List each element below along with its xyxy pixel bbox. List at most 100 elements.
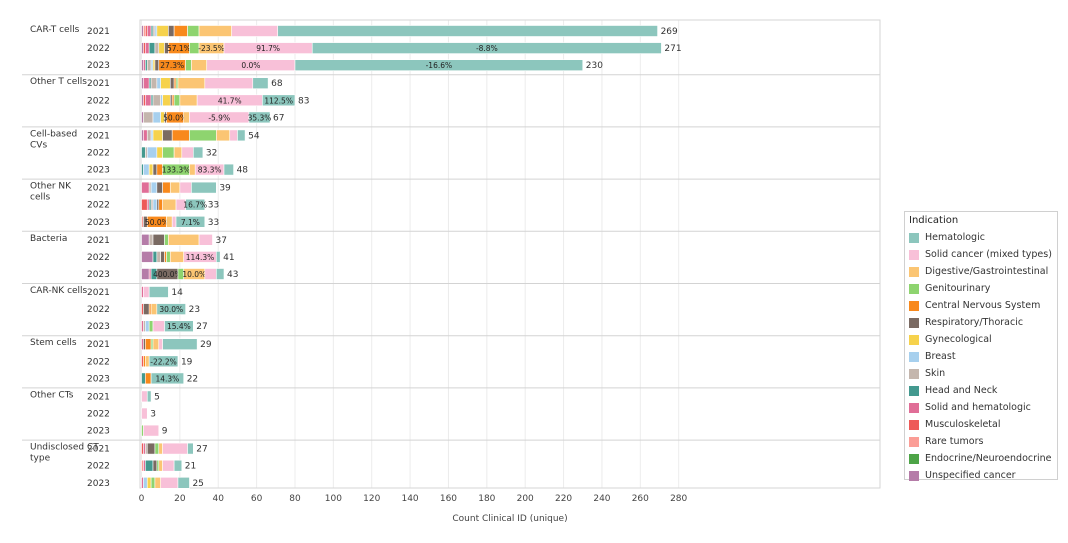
bar-segment[interactable] bbox=[181, 146, 194, 159]
bar-segment[interactable] bbox=[160, 251, 165, 263]
bar-segment[interactable] bbox=[191, 181, 217, 194]
bar-segment[interactable] bbox=[156, 181, 163, 194]
bar-segment[interactable] bbox=[191, 59, 208, 72]
bar-segment[interactable] bbox=[150, 181, 158, 194]
bar-segment[interactable] bbox=[166, 251, 171, 263]
bar-segment[interactable] bbox=[145, 42, 150, 54]
bar-segment[interactable] bbox=[185, 198, 206, 211]
bar-segment[interactable] bbox=[173, 25, 188, 37]
legend-item[interactable]: Unspecified cancer bbox=[909, 467, 1053, 484]
bar-segment[interactable] bbox=[229, 129, 238, 142]
bar-segment[interactable] bbox=[141, 234, 150, 246]
bar-segment[interactable] bbox=[141, 181, 150, 194]
bar-segment[interactable] bbox=[187, 25, 200, 37]
bar-segment[interactable] bbox=[168, 234, 200, 246]
bar-segment[interactable] bbox=[146, 442, 156, 455]
bar-segment[interactable] bbox=[146, 25, 152, 37]
bar-segment[interactable] bbox=[189, 163, 196, 176]
legend-item[interactable]: Head and Neck bbox=[909, 382, 1053, 399]
bar-segment[interactable] bbox=[216, 129, 231, 142]
legend-item[interactable]: Genitourinary bbox=[909, 280, 1053, 297]
bar-segment[interactable] bbox=[231, 25, 279, 37]
bar-segment[interactable] bbox=[141, 390, 148, 403]
bar-segment[interactable] bbox=[145, 372, 152, 385]
bar-segment[interactable] bbox=[160, 476, 179, 489]
bar-segment[interactable] bbox=[150, 476, 156, 489]
bar-segment[interactable] bbox=[154, 442, 160, 455]
bar-segment[interactable] bbox=[146, 146, 158, 159]
bar-segment[interactable] bbox=[152, 129, 163, 142]
bar-segment[interactable] bbox=[143, 303, 150, 315]
bar-segment[interactable] bbox=[156, 25, 169, 37]
bar-segment[interactable] bbox=[204, 77, 254, 89]
bar-segment[interactable] bbox=[150, 303, 158, 315]
bar-segment[interactable] bbox=[141, 146, 146, 159]
bar-segment[interactable] bbox=[143, 111, 154, 124]
legend-item[interactable]: Rare tumors bbox=[909, 433, 1053, 450]
bar-segment[interactable] bbox=[141, 198, 148, 211]
bar-segment[interactable] bbox=[216, 251, 221, 263]
bar-segment[interactable] bbox=[145, 94, 152, 107]
legend-item[interactable]: Solid and hematologic bbox=[909, 399, 1053, 416]
bar-segment[interactable] bbox=[162, 94, 171, 107]
bar-segment[interactable] bbox=[158, 442, 163, 455]
legend-item[interactable]: Respiratory/Thoracic bbox=[909, 314, 1053, 331]
bar-segment[interactable] bbox=[148, 163, 154, 176]
bar-segment[interactable] bbox=[143, 129, 148, 142]
bar-segment[interactable] bbox=[146, 129, 152, 142]
bar-segment[interactable] bbox=[152, 338, 160, 351]
bar-segment[interactable] bbox=[141, 407, 148, 420]
bar-segment[interactable] bbox=[248, 111, 271, 124]
bar-segment[interactable] bbox=[171, 216, 177, 228]
legend-item[interactable]: Endocrine/Neuroendocrine bbox=[909, 450, 1053, 467]
bar-segment[interactable] bbox=[145, 320, 150, 333]
bar-segment[interactable] bbox=[154, 59, 160, 72]
bar-segment[interactable] bbox=[152, 320, 165, 333]
bar-segment[interactable] bbox=[156, 146, 163, 159]
bar-segment[interactable] bbox=[156, 77, 161, 89]
bar-segment[interactable] bbox=[152, 94, 161, 107]
legend-item[interactable]: Gynecological bbox=[909, 331, 1053, 348]
bar-segment[interactable] bbox=[160, 77, 171, 89]
bar-segment[interactable] bbox=[162, 442, 188, 455]
bar-segment[interactable] bbox=[152, 163, 158, 176]
bar-segment[interactable] bbox=[175, 216, 206, 228]
bar-segment[interactable] bbox=[152, 459, 158, 472]
bar-segment[interactable] bbox=[192, 146, 204, 159]
bar-segment[interactable] bbox=[173, 459, 183, 472]
bar-segment[interactable] bbox=[179, 94, 198, 107]
bar-segment[interactable] bbox=[187, 442, 194, 455]
bar-segment[interactable] bbox=[143, 77, 150, 89]
bar-segment[interactable] bbox=[146, 59, 152, 72]
bar-segment[interactable] bbox=[152, 198, 158, 211]
bar-segment[interactable] bbox=[185, 59, 192, 72]
legend-item[interactable]: Central Nervous System bbox=[909, 297, 1053, 314]
bar-segment[interactable] bbox=[154, 476, 161, 489]
bar-segment[interactable] bbox=[223, 163, 234, 176]
bar-segment[interactable] bbox=[146, 390, 152, 403]
bar-segment[interactable] bbox=[177, 476, 190, 489]
bar-segment[interactable] bbox=[141, 372, 146, 385]
bar-segment[interactable] bbox=[277, 25, 658, 37]
bar-segment[interactable] bbox=[158, 338, 163, 351]
bar-segment[interactable] bbox=[164, 234, 169, 246]
bar-segment[interactable] bbox=[141, 251, 154, 263]
bar-segment[interactable] bbox=[150, 77, 158, 89]
bar-segment[interactable] bbox=[158, 459, 163, 472]
bar-segment[interactable] bbox=[162, 198, 177, 211]
bar-segment[interactable] bbox=[143, 424, 160, 437]
bar-segment[interactable] bbox=[179, 181, 192, 194]
bar-segment[interactable] bbox=[143, 286, 150, 298]
legend-item[interactable]: Breast bbox=[909, 348, 1053, 365]
bar-segment[interactable] bbox=[158, 198, 163, 211]
bar-segment[interactable] bbox=[148, 42, 156, 54]
legend-item[interactable]: Solid cancer (mixed types) bbox=[909, 246, 1053, 263]
legend-item[interactable]: Musculoskeletal bbox=[909, 416, 1053, 433]
bar-segment[interactable] bbox=[162, 338, 198, 351]
bar-segment[interactable] bbox=[145, 355, 150, 368]
bar-segment[interactable] bbox=[169, 77, 175, 89]
legend-item[interactable]: Digestive/Gastrointestinal bbox=[909, 263, 1053, 280]
bar-segment[interactable] bbox=[177, 77, 206, 89]
bar-segment[interactable] bbox=[162, 146, 175, 159]
bar-segment[interactable] bbox=[198, 234, 213, 246]
